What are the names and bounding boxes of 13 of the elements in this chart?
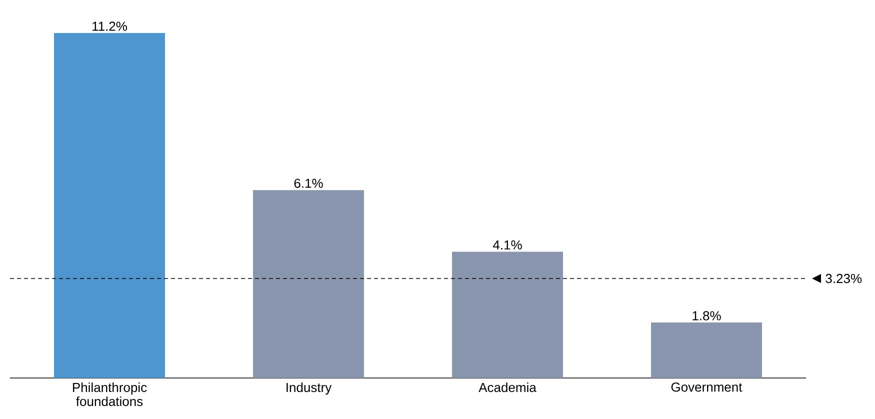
bar — [650, 322, 762, 378]
x-tick-label: Academia — [478, 382, 536, 392]
bar — [452, 252, 564, 378]
bar — [253, 190, 364, 378]
x-tick-label: Government — [671, 382, 742, 392]
data-label: 6.1% — [294, 178, 323, 188]
bar — [54, 33, 166, 378]
data-label: 4.1% — [492, 240, 522, 250]
data-label: 11.2% — [92, 22, 127, 31]
x-tick-label: Philanthropic foundations — [73, 382, 147, 406]
x-tick-label: Industry — [286, 382, 332, 395]
data-label: 1.8% — [692, 311, 721, 320]
ref-line-label: 3.23% — [826, 274, 862, 284]
